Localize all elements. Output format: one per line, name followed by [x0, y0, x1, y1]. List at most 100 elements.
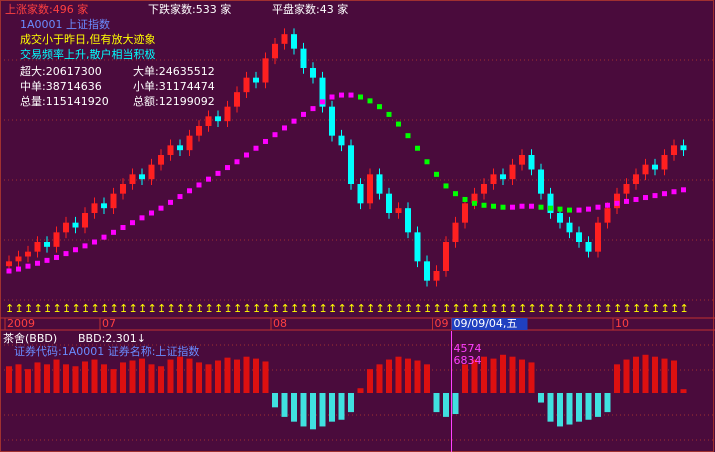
signal-arrow: ↥ — [328, 302, 337, 315]
candle-body — [319, 77, 326, 107]
bar — [614, 364, 620, 393]
bar — [110, 369, 117, 393]
stat: 总额:12199092 — [133, 94, 215, 108]
bar — [34, 362, 41, 393]
candle-body — [433, 271, 440, 281]
signal-arrow: ↥ — [670, 302, 679, 315]
signal-arrow: ↥ — [623, 302, 632, 315]
signal-arrow: ↥ — [214, 302, 223, 315]
bar — [25, 369, 31, 393]
ma-point — [73, 247, 78, 253]
signal-arrow: ↥ — [148, 302, 157, 315]
signal-arrow: ↥ — [15, 302, 24, 315]
bar — [652, 356, 658, 393]
candle-body — [6, 261, 12, 267]
candle-body — [167, 145, 174, 155]
ma-point — [405, 133, 411, 139]
ma-point — [453, 191, 458, 197]
bar — [234, 359, 240, 393]
ma-point — [35, 260, 40, 266]
signal-arrow: ↥ — [442, 302, 451, 315]
ma-point — [168, 199, 173, 205]
signal-arrow: ↥ — [556, 302, 565, 315]
signal-arrow: ↥ — [651, 302, 660, 315]
ma-point — [177, 194, 183, 200]
ma-point — [605, 202, 610, 208]
bar — [357, 388, 364, 393]
candle-body — [300, 48, 307, 68]
bar — [291, 393, 297, 422]
candle-body — [25, 251, 31, 257]
signal-arrow: ↥ — [537, 302, 546, 315]
signal-arrow: ↥ — [262, 302, 271, 315]
bar — [310, 393, 316, 430]
bar — [367, 369, 373, 393]
ma-point — [6, 268, 12, 274]
candle-body — [462, 203, 468, 223]
ma-point — [377, 104, 382, 110]
signal-arrow: ↥ — [376, 302, 385, 315]
candle-body — [623, 184, 630, 194]
candle-body — [633, 174, 639, 184]
signal-arrow: ↥ — [224, 302, 233, 315]
signal-arrow: ↥ — [167, 302, 176, 315]
bar — [205, 364, 212, 393]
candle-body — [357, 184, 364, 204]
bar — [671, 360, 677, 393]
candle-body — [471, 193, 478, 204]
bar — [500, 354, 506, 393]
signal-arrow: ↥ — [252, 302, 261, 315]
ma-point — [101, 234, 107, 240]
signal-arrow: ↥ — [81, 302, 90, 315]
candle-body — [661, 155, 668, 170]
candle-body — [500, 174, 506, 180]
candle-body — [509, 164, 516, 180]
candle-body — [110, 193, 117, 209]
ma-point — [82, 243, 88, 249]
bar — [452, 393, 459, 415]
signal-arrow: ↥ — [281, 302, 290, 315]
ma-point — [215, 170, 221, 176]
signal-arrow: ↥ — [110, 302, 119, 315]
ma-point — [54, 254, 59, 260]
bar — [253, 358, 259, 393]
candle-body — [538, 169, 544, 194]
bar — [300, 393, 307, 427]
bar — [44, 364, 50, 393]
signal-arrow: ↥ — [243, 302, 252, 315]
bar — [262, 361, 269, 393]
candle-body — [177, 145, 183, 151]
bar — [509, 356, 516, 393]
ma-point — [614, 200, 620, 206]
ma-point — [624, 198, 629, 204]
bar — [177, 356, 183, 393]
ma-point — [196, 182, 202, 188]
cursor-label: 6834 — [454, 354, 482, 367]
note: 成交小于昨日,但有放大迹象 — [20, 32, 156, 46]
stat: 大单:24635512 — [133, 64, 215, 78]
bar — [63, 364, 69, 393]
subtitle: 证券代码:1A0001 证券名称:上证指数 — [14, 344, 199, 358]
bar — [623, 359, 630, 393]
signal-arrow: ↥ — [594, 302, 603, 315]
signal-arrow: ↥ — [604, 302, 613, 315]
bar — [661, 358, 668, 393]
bar — [338, 393, 345, 420]
bar — [15, 364, 22, 393]
signal-arrow: ↥ — [366, 302, 375, 315]
signal-arrow: ↥ — [53, 302, 62, 315]
ma-point — [301, 111, 306, 117]
candle-body — [139, 174, 145, 180]
bar — [167, 359, 174, 393]
signal-arrow: ↥ — [338, 302, 347, 315]
candle-body — [652, 164, 658, 170]
bar — [414, 360, 421, 393]
candle-body — [272, 43, 278, 59]
ma-point — [187, 188, 192, 194]
x-tick-label: 09 — [435, 317, 449, 330]
down-count: 下跌家数:533 家 — [148, 2, 231, 16]
candle-body — [253, 77, 259, 83]
ma-point — [291, 118, 297, 124]
bar — [215, 360, 221, 393]
